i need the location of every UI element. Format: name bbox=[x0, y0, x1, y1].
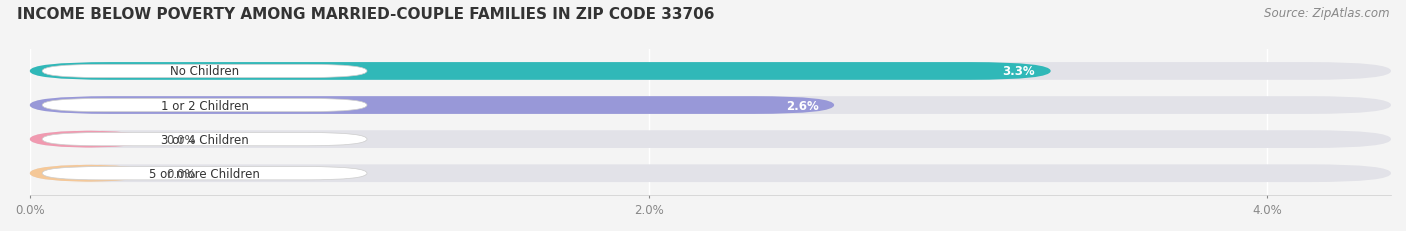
Text: 1 or 2 Children: 1 or 2 Children bbox=[160, 99, 249, 112]
FancyBboxPatch shape bbox=[30, 63, 1050, 80]
FancyBboxPatch shape bbox=[30, 131, 1391, 148]
Text: 2.6%: 2.6% bbox=[786, 99, 818, 112]
Text: 0.0%: 0.0% bbox=[166, 167, 195, 180]
FancyBboxPatch shape bbox=[30, 97, 1391, 114]
FancyBboxPatch shape bbox=[42, 65, 367, 78]
Text: 3 or 4 Children: 3 or 4 Children bbox=[160, 133, 249, 146]
FancyBboxPatch shape bbox=[42, 133, 367, 146]
FancyBboxPatch shape bbox=[30, 97, 834, 114]
FancyBboxPatch shape bbox=[30, 63, 1391, 80]
Text: INCOME BELOW POVERTY AMONG MARRIED-COUPLE FAMILIES IN ZIP CODE 33706: INCOME BELOW POVERTY AMONG MARRIED-COUPL… bbox=[17, 7, 714, 22]
Text: 0.0%: 0.0% bbox=[166, 133, 195, 146]
Text: 3.3%: 3.3% bbox=[1002, 65, 1035, 78]
Text: No Children: No Children bbox=[170, 65, 239, 78]
FancyBboxPatch shape bbox=[30, 165, 148, 182]
FancyBboxPatch shape bbox=[42, 99, 367, 112]
Text: 5 or more Children: 5 or more Children bbox=[149, 167, 260, 180]
FancyBboxPatch shape bbox=[30, 165, 1391, 182]
Text: Source: ZipAtlas.com: Source: ZipAtlas.com bbox=[1264, 7, 1389, 20]
FancyBboxPatch shape bbox=[30, 131, 148, 148]
FancyBboxPatch shape bbox=[42, 167, 367, 180]
